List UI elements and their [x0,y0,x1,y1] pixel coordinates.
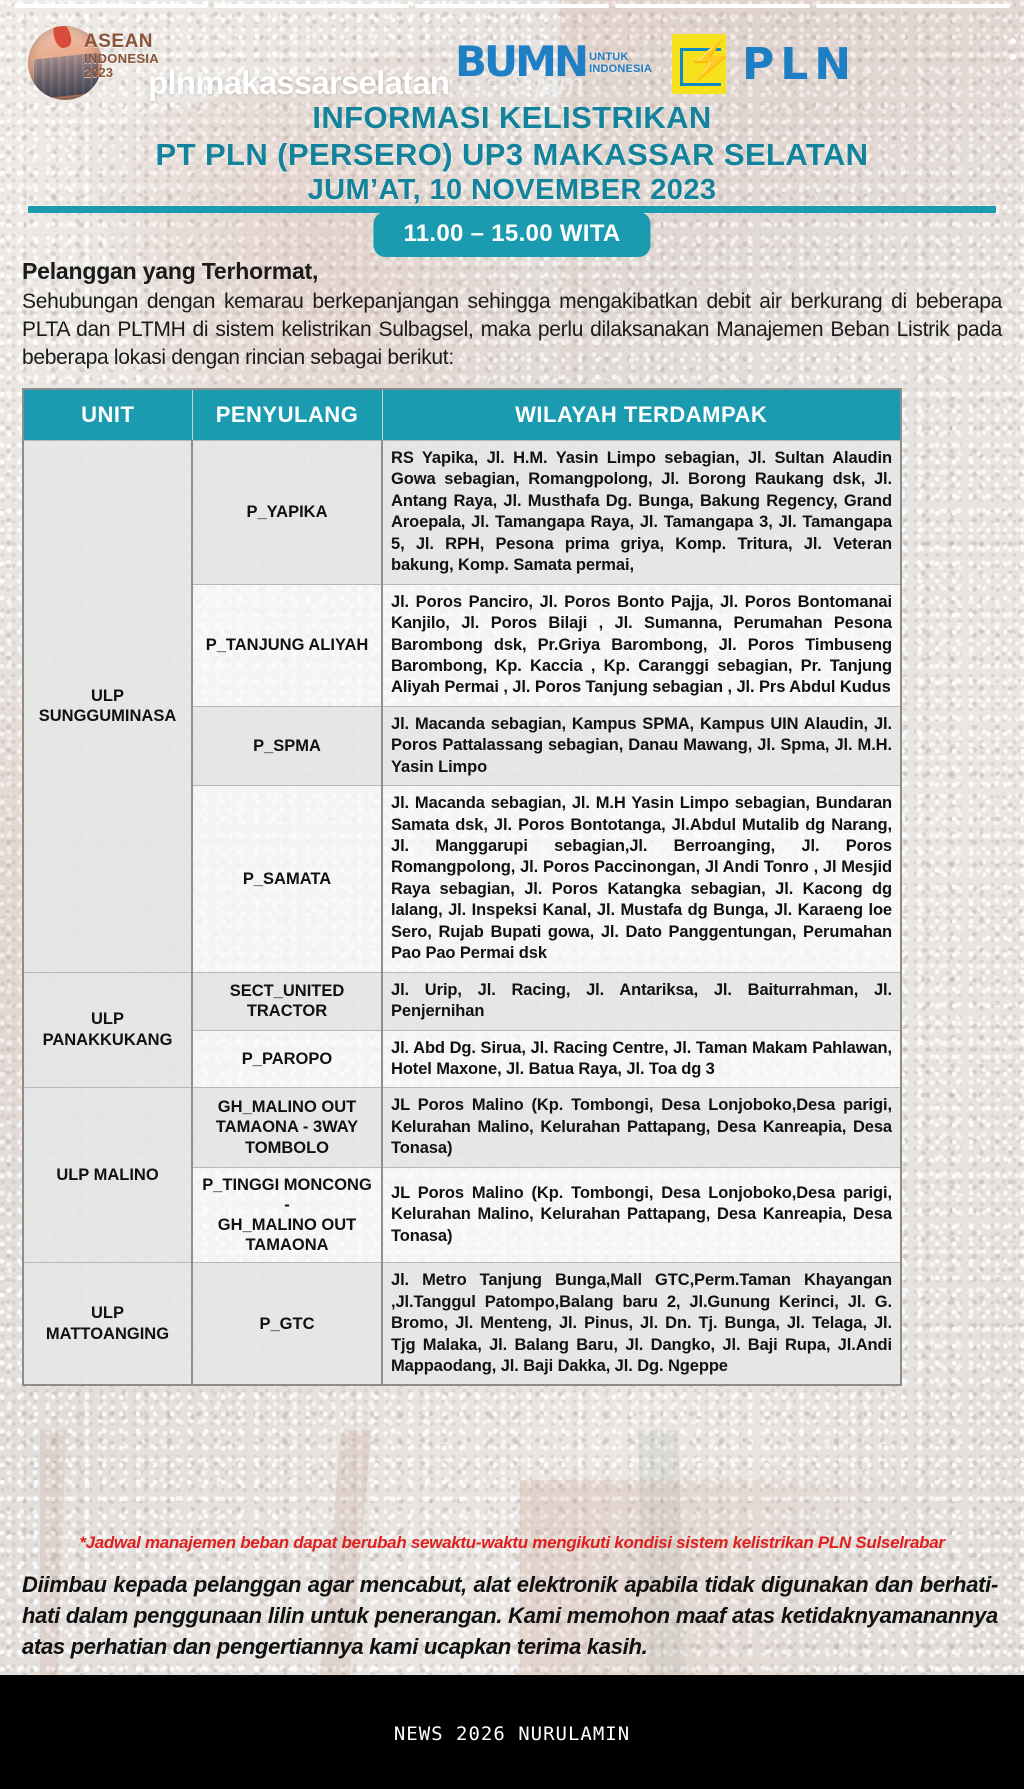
header-logo-row: ASEAN INDONESIA 2023 plnmakassarselatan … [0,22,1024,101]
dot [1010,38,1016,44]
pln-logo: ⚡ PLN [672,34,857,94]
cell-wilayah: Jl. Macanda sebagian, Kampus SPMA, Kampu… [382,705,900,786]
cell-wilayah: RS Yapika, Jl. H.M. Yasin Limpo sebagian… [382,440,900,585]
cell-wilayah: JL Poros Malino (Kp. Tombongi, Desa Lonj… [382,1166,900,1263]
asean-logo-line3: 2023 [84,64,113,80]
table-row: P_TINGGI MONCONG - GH_MALINO OUT TAMAONA JL… [24,1166,900,1263]
col-header-penyulang: PENYULANG [192,390,383,441]
cell-wilayah: Jl. Poros Panciro, Jl. Poros Bonto Pajja… [382,583,900,707]
cell-penyulang: P_PAROPO [192,1029,383,1088]
strip-segment [414,4,610,8]
schedule-table: UNIT PENYULANG WILAYAH TERDAMPAK ULP SUNG… [24,390,900,1385]
cell-penyulang: GH_MALINO OUT TAMAONA - 3WAY TOMBOLO [192,1087,383,1168]
asean-logo: ASEAN INDONESIA 2023 [28,26,159,100]
bottom-black-bar [0,1675,1024,1789]
bumn-wordmark: BUMN [455,37,589,86]
cell-penyulang: P_TANJUNG ALIYAH [192,583,383,707]
time-range-badge: 11.00 – 15.00 WITA [373,212,651,257]
asean-logo-text: ASEAN INDONESIA 2023 [84,32,159,79]
asean-logo-line2: INDONESIA [84,50,159,66]
instagram-handle: plnmakassarselatan [148,64,450,101]
cell-unit: ULP SUNGGUMINASA [24,440,193,973]
strip-segment [214,4,409,8]
duration-note: 2 jam [510,66,584,101]
cell-penyulang: P_GTC [192,1262,383,1385]
bumn-subtitle-line1: UNTUK [589,51,629,63]
col-header-unit: UNIT [24,390,193,441]
pln-lightning-icon: ⚡ [672,34,733,94]
cell-wilayah: Jl. Abd Dg. Sirua, Jl. Racing Centre, Jl… [382,1029,900,1088]
cell-wilayah: Jl. Macanda sebagian, Jl. M.H Yasin Limp… [382,785,900,973]
asean-logo-line1: ASEAN [84,31,154,52]
cell-wilayah: Jl. Metro Tanjung Bunga,Mall GTC,Perm.Ta… [382,1262,900,1385]
table-head: UNIT PENYULANG WILAYAH TERDAMPAK [24,390,900,441]
col-header-wilayah: WILAYAH TERDAMPAK [382,390,900,441]
cell-penyulang: P_SAMATA [192,785,383,973]
table-row: P_SAMATA Jl. Macanda sebagian, Jl. M.H Ya… [24,785,900,973]
title-line-1: INFORMASI KELISTRIKAN [312,100,712,135]
title-line-2: PT PLN (PERSERO) UP3 MAKASSAR SELATAN [155,136,869,172]
cell-penyulang: P_SPMA [192,705,383,786]
watermark-text: NEWS 2026 NURULAMIN [393,1723,631,1745]
cell-wilayah: JL Poros Malino (Kp. Tombongi, Desa Lonj… [382,1087,900,1168]
title-line-3: JUM’AT, 10 NOVEMBER 2023 [307,174,717,207]
table-row: ULP MALINO GH_MALINO OUT TAMAONA - 3WAY TOM… [24,1087,900,1263]
schedule-table-wrapper: UNIT PENYULANG WILAYAH TERDAMPAK ULP SUNG… [22,388,902,1387]
pln-bars-shape [680,48,721,86]
strip-segment [14,4,209,8]
table-row: ULP MATTOANGING P_GTC Jl. Metro Tanjung Bun… [24,1262,900,1385]
strip-segment [615,4,810,8]
table-row: P_SPMA Jl. Macanda sebagian, Kampus SPMA,… [24,705,900,786]
decorative-dots [1010,38,1016,60]
table-row: ULP PANAKKUKANG SECT_UNITED TRACTOR Jl. Urip… [24,971,900,1088]
divider-rule [28,206,996,213]
cell-penyulang: SECT_UNITED TRACTOR [192,971,383,1030]
intro-body: Sehubungan dengan kemarau berkepanjangan… [22,290,1002,369]
table-row: P_PAROPO Jl. Abd Dg. Sirua, Jl. Racing Ce… [24,1029,900,1088]
cell-unit: ULP MATTOANGING [24,1262,193,1385]
table-body: ULP SUNGGUMINASA P_YAPIKA RS Yapika, Jl. H.… [24,440,900,1385]
cell-wilayah: Jl. Urip, Jl. Racing, Jl. Antariksa, Jl.… [382,971,900,1030]
pln-wordmark: PLN [742,38,858,90]
table-row: P_TANJUNG ALIYAH Jl. Poros Panciro, Jl. P… [24,583,900,707]
disclaimer-note: *Jadwal manajemen beban dapat berubah se… [79,1533,945,1552]
cell-penyulang: P_TINGGI MONCONG - GH_MALINO OUT TAMAONA [192,1166,383,1263]
bumn-subtitle: UNTUK INDONESIA [589,51,652,75]
strip-segment [815,4,1011,8]
table-row: ULP SUNGGUMINASA P_YAPIKA RS Yapika, Jl. H.… [24,440,900,973]
cell-unit: ULP PANAKKUKANG [24,971,193,1088]
page-title: INFORMASI KELISTRIKAN PT PLN (PERSERO) U… [0,100,1024,207]
table-header-row: UNIT PENYULANG WILAYAH TERDAMPAK [24,390,900,441]
intro-block: Pelanggan yang Terhormat, Sehubungan den… [22,258,1002,372]
top-progress-strip [0,0,1024,12]
bumn-logo: BUMN UNTUK INDONESIA [455,37,652,86]
advisory-note: Diimbau kepada pelanggan agar mencabut, … [22,1572,998,1659]
asean-emblem-icon [28,26,102,100]
bumn-subtitle-line2: INDONESIA [589,62,652,75]
dot [1010,54,1016,60]
cell-unit: ULP MALINO [24,1087,193,1263]
intro-greeting: Pelanggan yang Terhormat, [22,258,319,284]
cell-penyulang: P_YAPIKA [192,440,383,585]
